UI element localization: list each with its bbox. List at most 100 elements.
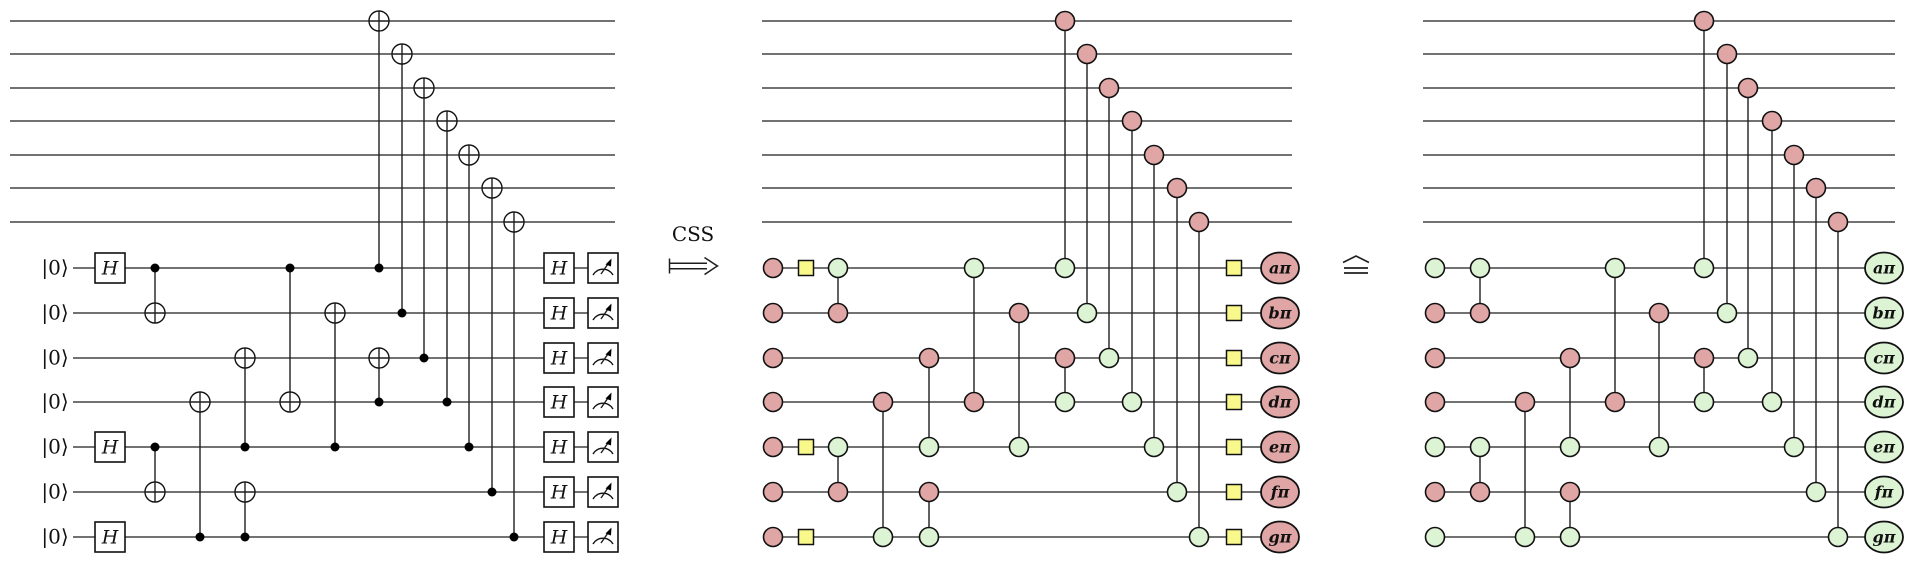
ket-zero-label: |0⟩	[41, 256, 68, 281]
hadamard-gate-label: H	[550, 437, 568, 459]
meter-arc-icon	[592, 358, 614, 366]
z-spider	[1761, 391, 1783, 413]
cnot-control-icon	[397, 308, 407, 318]
cnot-control-icon	[150, 263, 160, 273]
x-spider	[1604, 391, 1626, 413]
output-phase-label: gπ	[1873, 528, 1896, 547]
z-spider	[1559, 436, 1581, 458]
hadamard-gate-label: H	[550, 303, 568, 325]
x-spider	[1424, 302, 1446, 324]
meter-needle-tip-icon	[605, 437, 612, 446]
measurement-gate	[587, 342, 619, 374]
ket-zero-label: |0⟩	[41, 435, 68, 460]
cnot-control-icon	[374, 263, 384, 273]
x-spider	[1054, 10, 1076, 32]
hadamard-box-icon	[1225, 349, 1243, 367]
x-spider	[1783, 144, 1805, 166]
output-phase-spider	[1260, 251, 1300, 285]
z-spider	[1469, 436, 1491, 458]
output-phase-label: bπ	[1269, 304, 1292, 323]
x-spider	[762, 257, 784, 279]
meter-needle-tip-icon	[605, 303, 612, 312]
hat-equals-symbol-icon	[1342, 255, 1370, 274]
z-spider	[918, 526, 940, 548]
ket-zero-label: |0⟩	[41, 390, 68, 415]
x-spider	[1469, 302, 1491, 324]
hadamard-box-icon	[1225, 304, 1243, 322]
cnot-control-icon	[330, 442, 340, 452]
meter-arc-icon	[592, 268, 614, 276]
cnot-control-icon	[419, 353, 429, 363]
z-spider	[918, 436, 940, 458]
x-spider	[1469, 481, 1491, 503]
x-spider	[1143, 144, 1165, 166]
hadamard-box-icon	[797, 259, 815, 277]
x-spider	[1098, 77, 1120, 99]
x-spider	[1514, 391, 1536, 413]
x-spider	[1054, 347, 1076, 369]
output-phase-label: cπ	[1269, 349, 1291, 368]
ket-zero-label: |0⟩	[41, 480, 68, 505]
output-phase-spider	[1260, 475, 1300, 509]
z-spider	[1716, 302, 1738, 324]
output-phase-spider	[1864, 341, 1904, 375]
meter-needle-tip-icon	[605, 392, 612, 401]
meter-arc-icon	[592, 402, 614, 410]
x-spider	[1559, 347, 1581, 369]
x-spider	[1559, 481, 1581, 503]
meter-needle-tip-icon	[605, 482, 612, 491]
output-phase-spider	[1260, 520, 1300, 554]
cnot-control-icon	[442, 397, 452, 407]
cnot-control-icon	[240, 442, 250, 452]
measurement-gate	[587, 431, 619, 463]
hadamard-box-icon	[797, 528, 815, 546]
z-spider	[1783, 436, 1805, 458]
output-phase-spider	[1260, 296, 1300, 330]
x-spider	[1188, 211, 1210, 233]
measurement-gate	[587, 297, 619, 329]
z-spider	[1121, 391, 1143, 413]
measurement-gate	[587, 521, 619, 553]
output-phase-label: cπ	[1873, 349, 1895, 368]
hadamard-box-icon	[1225, 393, 1243, 411]
z-spider	[1424, 257, 1446, 279]
z-spider	[1054, 257, 1076, 279]
x-spider	[1737, 77, 1759, 99]
z-spider	[1559, 526, 1581, 548]
z-spider	[1648, 436, 1670, 458]
z-spider	[1076, 302, 1098, 324]
x-spider	[1761, 110, 1783, 132]
x-spider	[1648, 302, 1670, 324]
z-spider	[872, 526, 894, 548]
z-spider	[1188, 526, 1210, 548]
x-spider	[762, 391, 784, 413]
output-phase-spider	[1864, 475, 1904, 509]
cnot-control-icon	[150, 442, 160, 452]
hadamard-gate	[543, 386, 575, 418]
hadamard-gate-label: H	[550, 258, 568, 280]
z-spider	[1143, 436, 1165, 458]
output-phase-label: aπ	[1873, 259, 1895, 278]
meter-needle-tip-icon	[605, 527, 612, 536]
cnot-control-icon	[374, 397, 384, 407]
z-spider	[1604, 257, 1626, 279]
cnot-control-icon	[240, 532, 250, 542]
x-spider	[1424, 391, 1446, 413]
z-spider	[1805, 481, 1827, 503]
hadamard-gate-label: H	[550, 392, 568, 414]
x-spider	[1424, 481, 1446, 503]
hadamard-gate	[543, 476, 575, 508]
ket-zero-label: |0⟩	[41, 346, 68, 371]
z-spider	[1514, 526, 1536, 548]
hadamard-gate	[543, 252, 575, 284]
output-phase-spider	[1864, 430, 1904, 464]
hadamard-gate	[543, 297, 575, 329]
x-spider	[762, 526, 784, 548]
middle-zx-diagram-panel: aπ bπ cπ dπ eπ fπ gπ	[762, 10, 1300, 554]
meter-needle-tip-icon	[605, 258, 612, 267]
x-spider	[1827, 211, 1849, 233]
x-spider	[762, 347, 784, 369]
